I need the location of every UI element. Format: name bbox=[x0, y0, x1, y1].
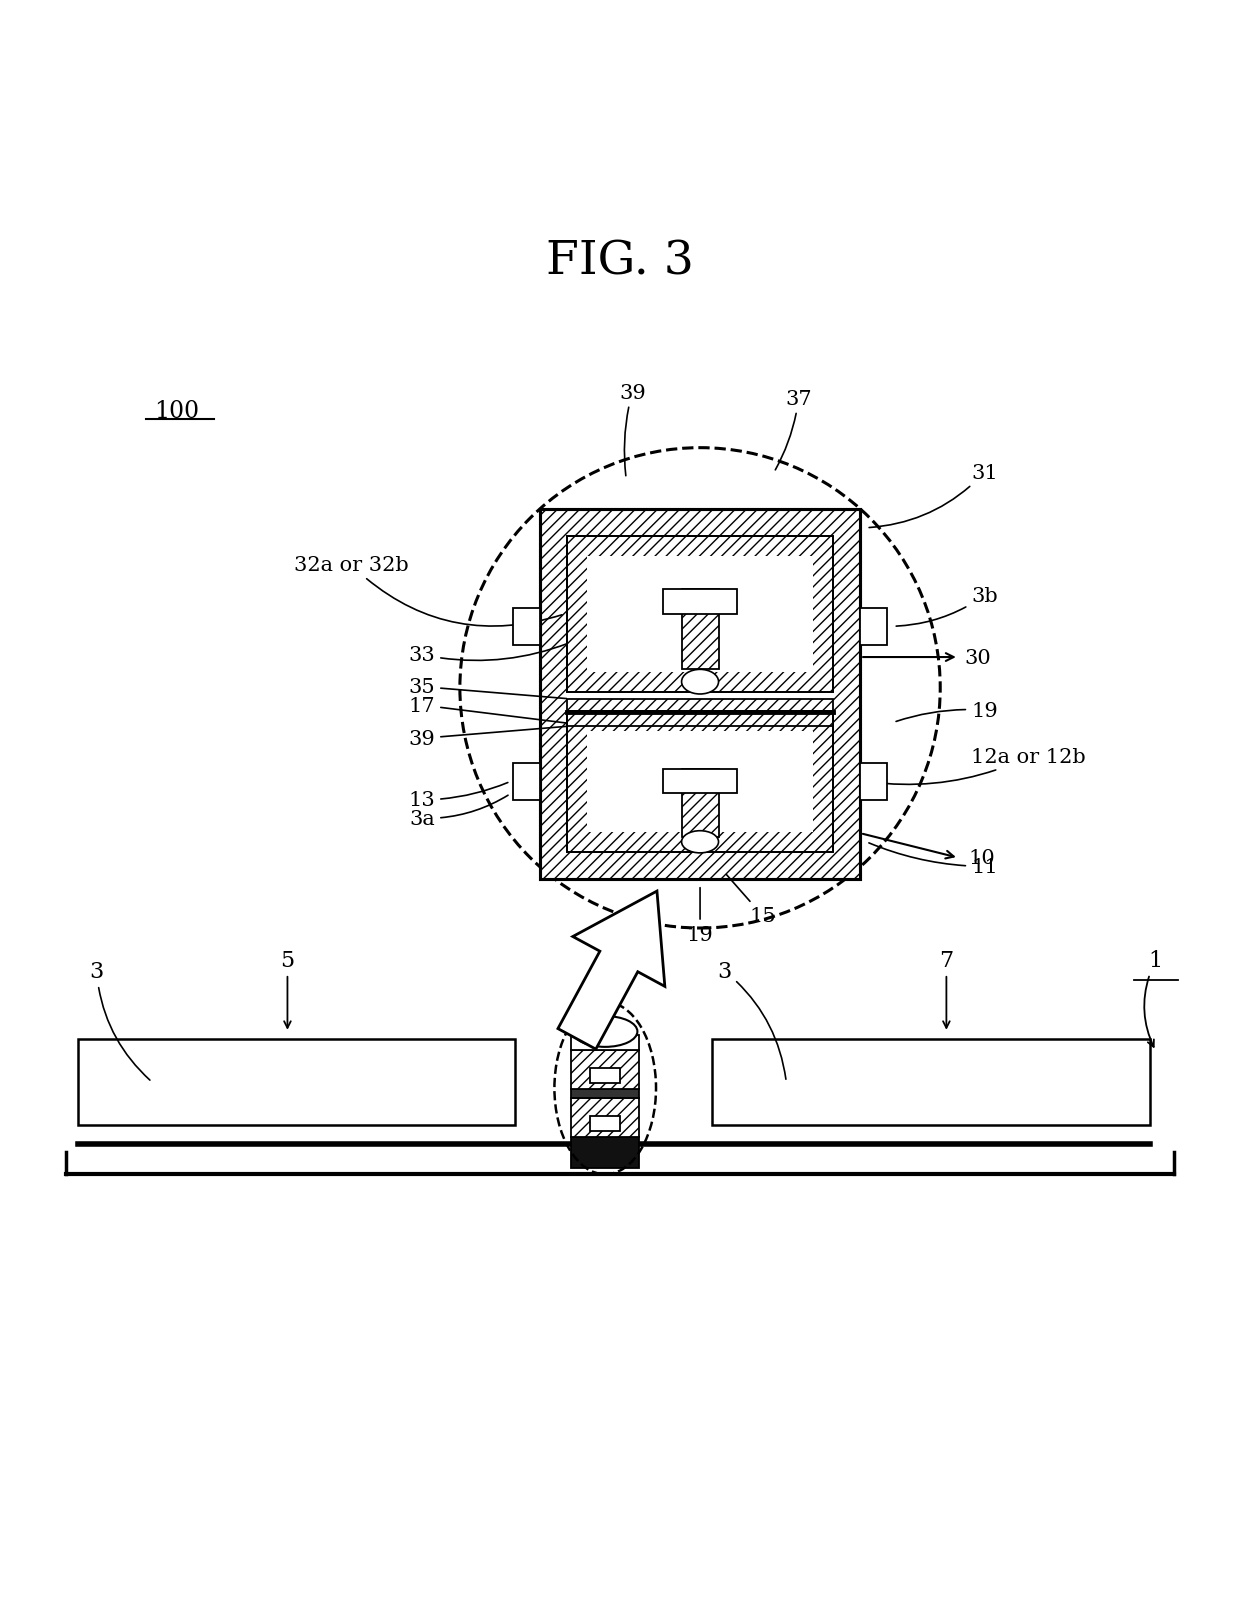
Bar bbox=[663, 769, 737, 794]
Bar bbox=[572, 1138, 639, 1169]
Bar bbox=[567, 700, 833, 727]
Text: 15: 15 bbox=[727, 875, 776, 925]
Ellipse shape bbox=[682, 831, 718, 854]
Bar bbox=[513, 609, 539, 646]
Text: 39: 39 bbox=[619, 383, 646, 477]
Text: 31: 31 bbox=[869, 464, 998, 527]
Text: 100: 100 bbox=[154, 399, 200, 424]
Bar bbox=[78, 1039, 516, 1125]
Bar bbox=[572, 1050, 639, 1089]
Text: 11: 11 bbox=[869, 844, 998, 876]
Bar bbox=[567, 712, 833, 852]
Text: 10: 10 bbox=[968, 849, 996, 868]
Text: 5: 5 bbox=[280, 949, 295, 1029]
Text: 35: 35 bbox=[409, 678, 568, 700]
Bar bbox=[590, 1117, 620, 1131]
Text: 3: 3 bbox=[718, 961, 786, 1079]
Bar bbox=[567, 712, 833, 852]
Text: 3: 3 bbox=[89, 961, 150, 1081]
Text: 3a: 3a bbox=[409, 795, 508, 828]
Bar bbox=[682, 769, 718, 837]
Text: 30: 30 bbox=[965, 648, 992, 667]
Bar bbox=[539, 510, 861, 880]
Text: 3b: 3b bbox=[897, 586, 998, 626]
Bar bbox=[572, 1099, 639, 1138]
FancyArrow shape bbox=[558, 891, 665, 1050]
Ellipse shape bbox=[573, 1016, 637, 1047]
Text: FIG. 3: FIG. 3 bbox=[546, 239, 694, 284]
Bar bbox=[590, 1070, 620, 1084]
Bar bbox=[572, 1035, 639, 1050]
Bar bbox=[682, 589, 718, 670]
Bar bbox=[567, 537, 833, 691]
Bar bbox=[539, 510, 861, 880]
Bar bbox=[861, 763, 888, 800]
Text: 12a or 12b: 12a or 12b bbox=[869, 748, 1086, 786]
Text: 33: 33 bbox=[408, 644, 568, 665]
Bar bbox=[663, 589, 737, 615]
Bar bbox=[513, 763, 539, 800]
Text: 39: 39 bbox=[408, 727, 568, 748]
Text: 17: 17 bbox=[409, 696, 568, 724]
Bar bbox=[567, 537, 833, 691]
Text: 7: 7 bbox=[940, 949, 954, 1029]
Text: 32a or 32b: 32a or 32b bbox=[294, 555, 562, 626]
Bar bbox=[712, 1039, 1149, 1125]
Text: 19: 19 bbox=[897, 701, 998, 722]
Bar bbox=[587, 732, 813, 833]
Text: 19: 19 bbox=[687, 888, 713, 945]
Bar bbox=[567, 537, 833, 852]
Ellipse shape bbox=[682, 670, 718, 695]
Bar bbox=[572, 1089, 639, 1099]
Text: 37: 37 bbox=[775, 390, 812, 471]
Text: 1: 1 bbox=[1145, 949, 1163, 1047]
Bar bbox=[861, 609, 888, 646]
Bar bbox=[587, 557, 813, 672]
Text: 13: 13 bbox=[408, 782, 508, 810]
